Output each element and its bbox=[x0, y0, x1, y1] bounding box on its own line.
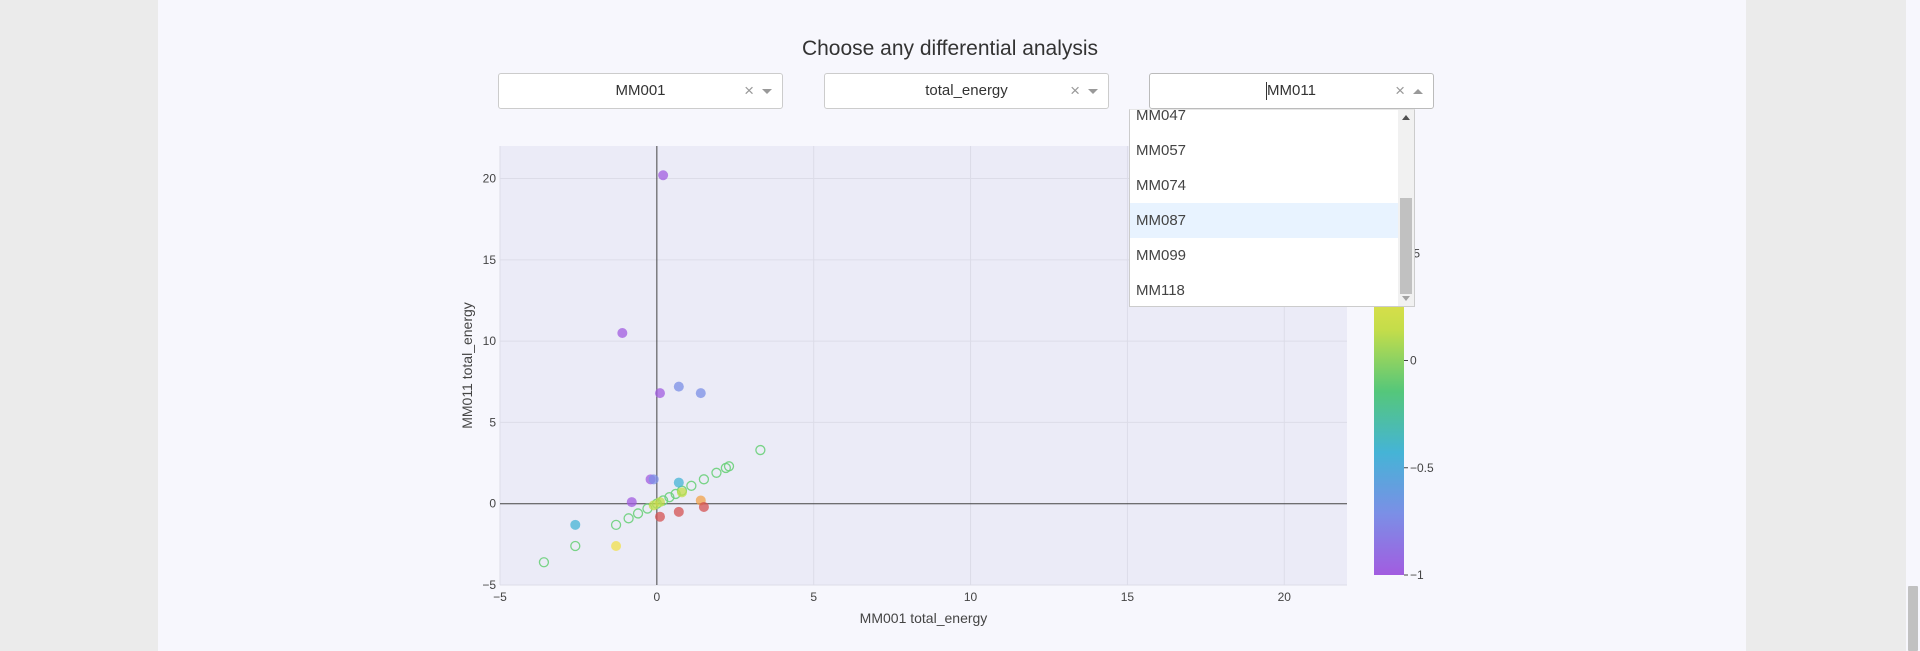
menu-option[interactable]: MM047 bbox=[1136, 109, 1187, 124]
clear-icon[interactable]: × bbox=[1070, 81, 1080, 100]
menu-option[interactable]: MM057 bbox=[1136, 142, 1187, 159]
clear-icon[interactable]: × bbox=[744, 81, 754, 100]
chevron-up-icon[interactable] bbox=[1413, 89, 1423, 94]
chevron-down-icon[interactable] bbox=[762, 89, 772, 94]
menu-option[interactable]: MM074 bbox=[1136, 177, 1187, 194]
menu-option-focused[interactable]: MM087 bbox=[1130, 203, 1400, 238]
menu-option[interactable]: MM118 bbox=[1136, 282, 1185, 299]
clear-icon[interactable]: × bbox=[1395, 81, 1405, 100]
page-scrollbar-thumb[interactable] bbox=[1908, 586, 1918, 651]
page-scrollbar[interactable] bbox=[1906, 0, 1920, 651]
page-heading: Choose any differential analysis bbox=[801, 37, 1099, 60]
dataset-a-dropdown[interactable]: MM001 × bbox=[498, 73, 783, 109]
dataset-b-value: MM011 bbox=[1267, 82, 1316, 99]
text-caret bbox=[1266, 82, 1267, 100]
dataset-a-value: MM001 bbox=[615, 82, 666, 99]
chevron-down-icon[interactable] bbox=[1088, 89, 1098, 94]
menu-option[interactable]: MM099 bbox=[1136, 247, 1187, 264]
scroll-up-arrow-icon[interactable] bbox=[1402, 115, 1410, 120]
menu-scrollbar[interactable] bbox=[1398, 110, 1414, 306]
menu-scrollbar-thumb[interactable] bbox=[1400, 198, 1412, 294]
scroll-down-arrow-icon[interactable] bbox=[1402, 296, 1410, 301]
dataset-b-dropdown[interactable]: MM011 × bbox=[1149, 73, 1434, 109]
metric-value: total_energy bbox=[925, 82, 1008, 99]
dataset-b-options-menu[interactable]: MM047 MM057 MM074 MM087 MM099 MM118 bbox=[1129, 109, 1415, 307]
metric-dropdown[interactable]: total_energy × bbox=[824, 73, 1109, 109]
